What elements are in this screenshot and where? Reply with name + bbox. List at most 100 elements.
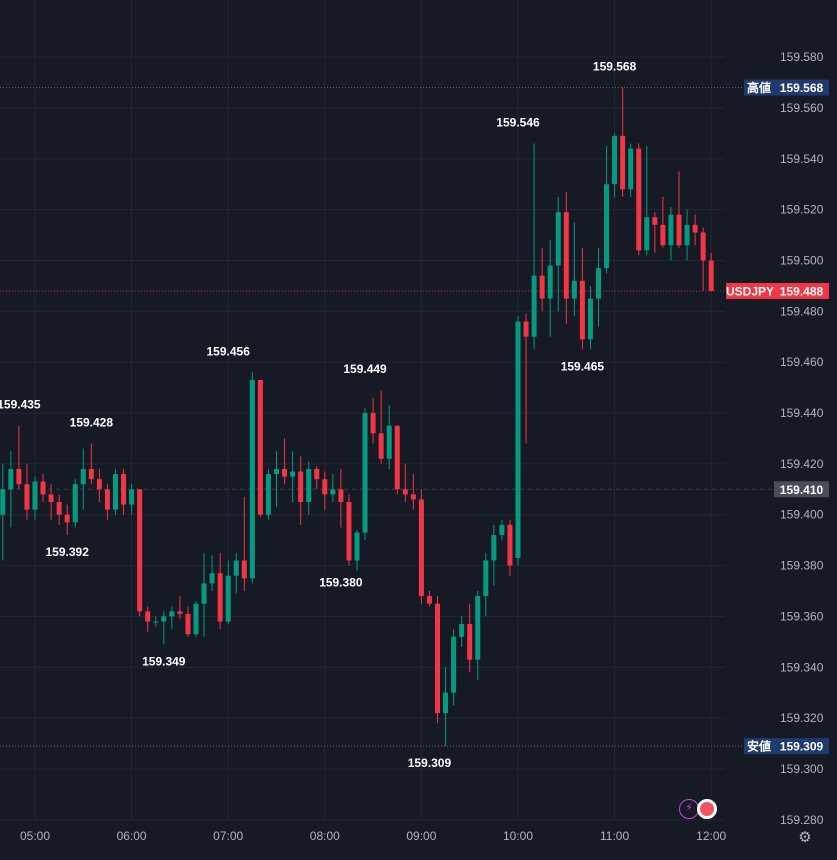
candle bbox=[676, 171, 682, 248]
low-price-badge: 159.309 安値 bbox=[744, 738, 829, 755]
candle-body bbox=[217, 573, 223, 622]
candle-body bbox=[153, 621, 159, 623]
candle bbox=[547, 240, 553, 337]
candle-body bbox=[394, 425, 400, 490]
candle-body bbox=[209, 573, 215, 584]
candle-body bbox=[185, 613, 191, 635]
candle bbox=[72, 479, 78, 528]
candle bbox=[644, 146, 650, 256]
candle bbox=[596, 247, 601, 327]
low-price-badge-value-box bbox=[774, 738, 829, 755]
candle bbox=[362, 407, 368, 541]
candles bbox=[0, 87, 714, 747]
candle bbox=[587, 285, 593, 350]
candle-body bbox=[201, 583, 207, 604]
y-tick-label: 159.320 bbox=[780, 711, 824, 725]
candle-body bbox=[451, 636, 457, 693]
candle bbox=[571, 222, 577, 317]
candle-body bbox=[314, 468, 320, 480]
candle bbox=[193, 601, 199, 637]
candle bbox=[378, 390, 384, 464]
candle-body bbox=[88, 468, 94, 480]
candle bbox=[225, 560, 231, 625]
y-tick-label: 159.340 bbox=[780, 660, 824, 674]
current-price-badge: 159.488 USDJPY bbox=[726, 282, 829, 299]
current-price-badge-value: 159.488 bbox=[780, 284, 824, 298]
candle-body bbox=[338, 489, 344, 503]
candle bbox=[265, 468, 271, 520]
candle bbox=[185, 606, 191, 637]
candle-body bbox=[571, 280, 577, 299]
candle-body bbox=[475, 596, 481, 660]
candle bbox=[169, 606, 175, 630]
y-tick-label: 159.540 bbox=[780, 152, 824, 166]
candle bbox=[475, 590, 481, 680]
candle bbox=[48, 484, 54, 520]
candle-body bbox=[193, 603, 199, 635]
annotation-label: 159.568 bbox=[593, 60, 637, 74]
candle-body bbox=[604, 184, 610, 269]
candle bbox=[451, 629, 457, 706]
candle-body bbox=[64, 514, 70, 523]
candle-body bbox=[531, 275, 537, 337]
annotation-label: 159.428 bbox=[70, 416, 114, 430]
gear-icon[interactable]: ⚙ bbox=[798, 829, 812, 846]
low-price-badge-value: 159.309 bbox=[780, 740, 824, 754]
candle bbox=[338, 468, 344, 528]
candle-body bbox=[354, 532, 360, 561]
candle-body bbox=[587, 298, 593, 340]
candle-body bbox=[668, 214, 674, 246]
candle bbox=[249, 372, 255, 584]
candle-body bbox=[121, 474, 127, 505]
candle-body bbox=[177, 611, 183, 614]
bolt-icon[interactable]: ⚡ bbox=[679, 799, 699, 819]
candle-body bbox=[169, 611, 175, 617]
candle-body bbox=[443, 692, 449, 714]
candle bbox=[346, 494, 352, 566]
candle bbox=[274, 451, 279, 508]
candle bbox=[153, 616, 159, 627]
candle bbox=[113, 468, 118, 515]
candle bbox=[257, 379, 263, 518]
candle-body bbox=[692, 224, 698, 233]
candle bbox=[241, 496, 247, 591]
candle bbox=[652, 212, 658, 253]
candle-body bbox=[539, 275, 545, 299]
current-price-badge-label-box bbox=[726, 282, 774, 299]
x-axis: 05:00 06:00 07:00 08:00 09:00 10:00 11:00 12:00 bbox=[20, 829, 727, 843]
low-price-badge-label-box bbox=[744, 738, 774, 755]
x-tick-label: 05:00 bbox=[20, 829, 50, 843]
candle-body bbox=[298, 471, 304, 503]
candle bbox=[233, 552, 239, 594]
y-tick-label: 159.580 bbox=[780, 50, 824, 64]
record-icon[interactable] bbox=[697, 799, 717, 819]
candle bbox=[129, 484, 135, 515]
high-price-badge-label: 高値 bbox=[747, 80, 771, 95]
candle bbox=[96, 468, 102, 503]
candle-body bbox=[555, 212, 561, 266]
candle-body bbox=[507, 524, 513, 566]
y-tick-label: 159.560 bbox=[780, 101, 824, 115]
candle bbox=[499, 519, 505, 541]
candle-body bbox=[684, 224, 690, 246]
candle bbox=[660, 196, 666, 248]
candle bbox=[410, 474, 416, 510]
crosshair-price-badge-value: 159.410 bbox=[780, 483, 824, 497]
candle-body bbox=[265, 474, 271, 515]
candle-body bbox=[330, 489, 336, 495]
y-tick-label: 159.520 bbox=[780, 203, 824, 217]
annotation-label: 159.435 bbox=[0, 398, 41, 412]
candle-body bbox=[652, 217, 658, 225]
candle-body bbox=[563, 212, 569, 299]
candle-body bbox=[32, 481, 38, 510]
high-price-badge-label-box bbox=[744, 79, 774, 96]
candle-body bbox=[467, 624, 473, 660]
candle-body bbox=[426, 596, 432, 604]
candle bbox=[386, 405, 392, 469]
y-tick-label: 159.380 bbox=[780, 559, 824, 573]
price-annotations: 159.435 159.428 159.392 159.349 159.456 159.3… bbox=[0, 60, 637, 771]
annotation-label: 159.380 bbox=[319, 576, 363, 590]
